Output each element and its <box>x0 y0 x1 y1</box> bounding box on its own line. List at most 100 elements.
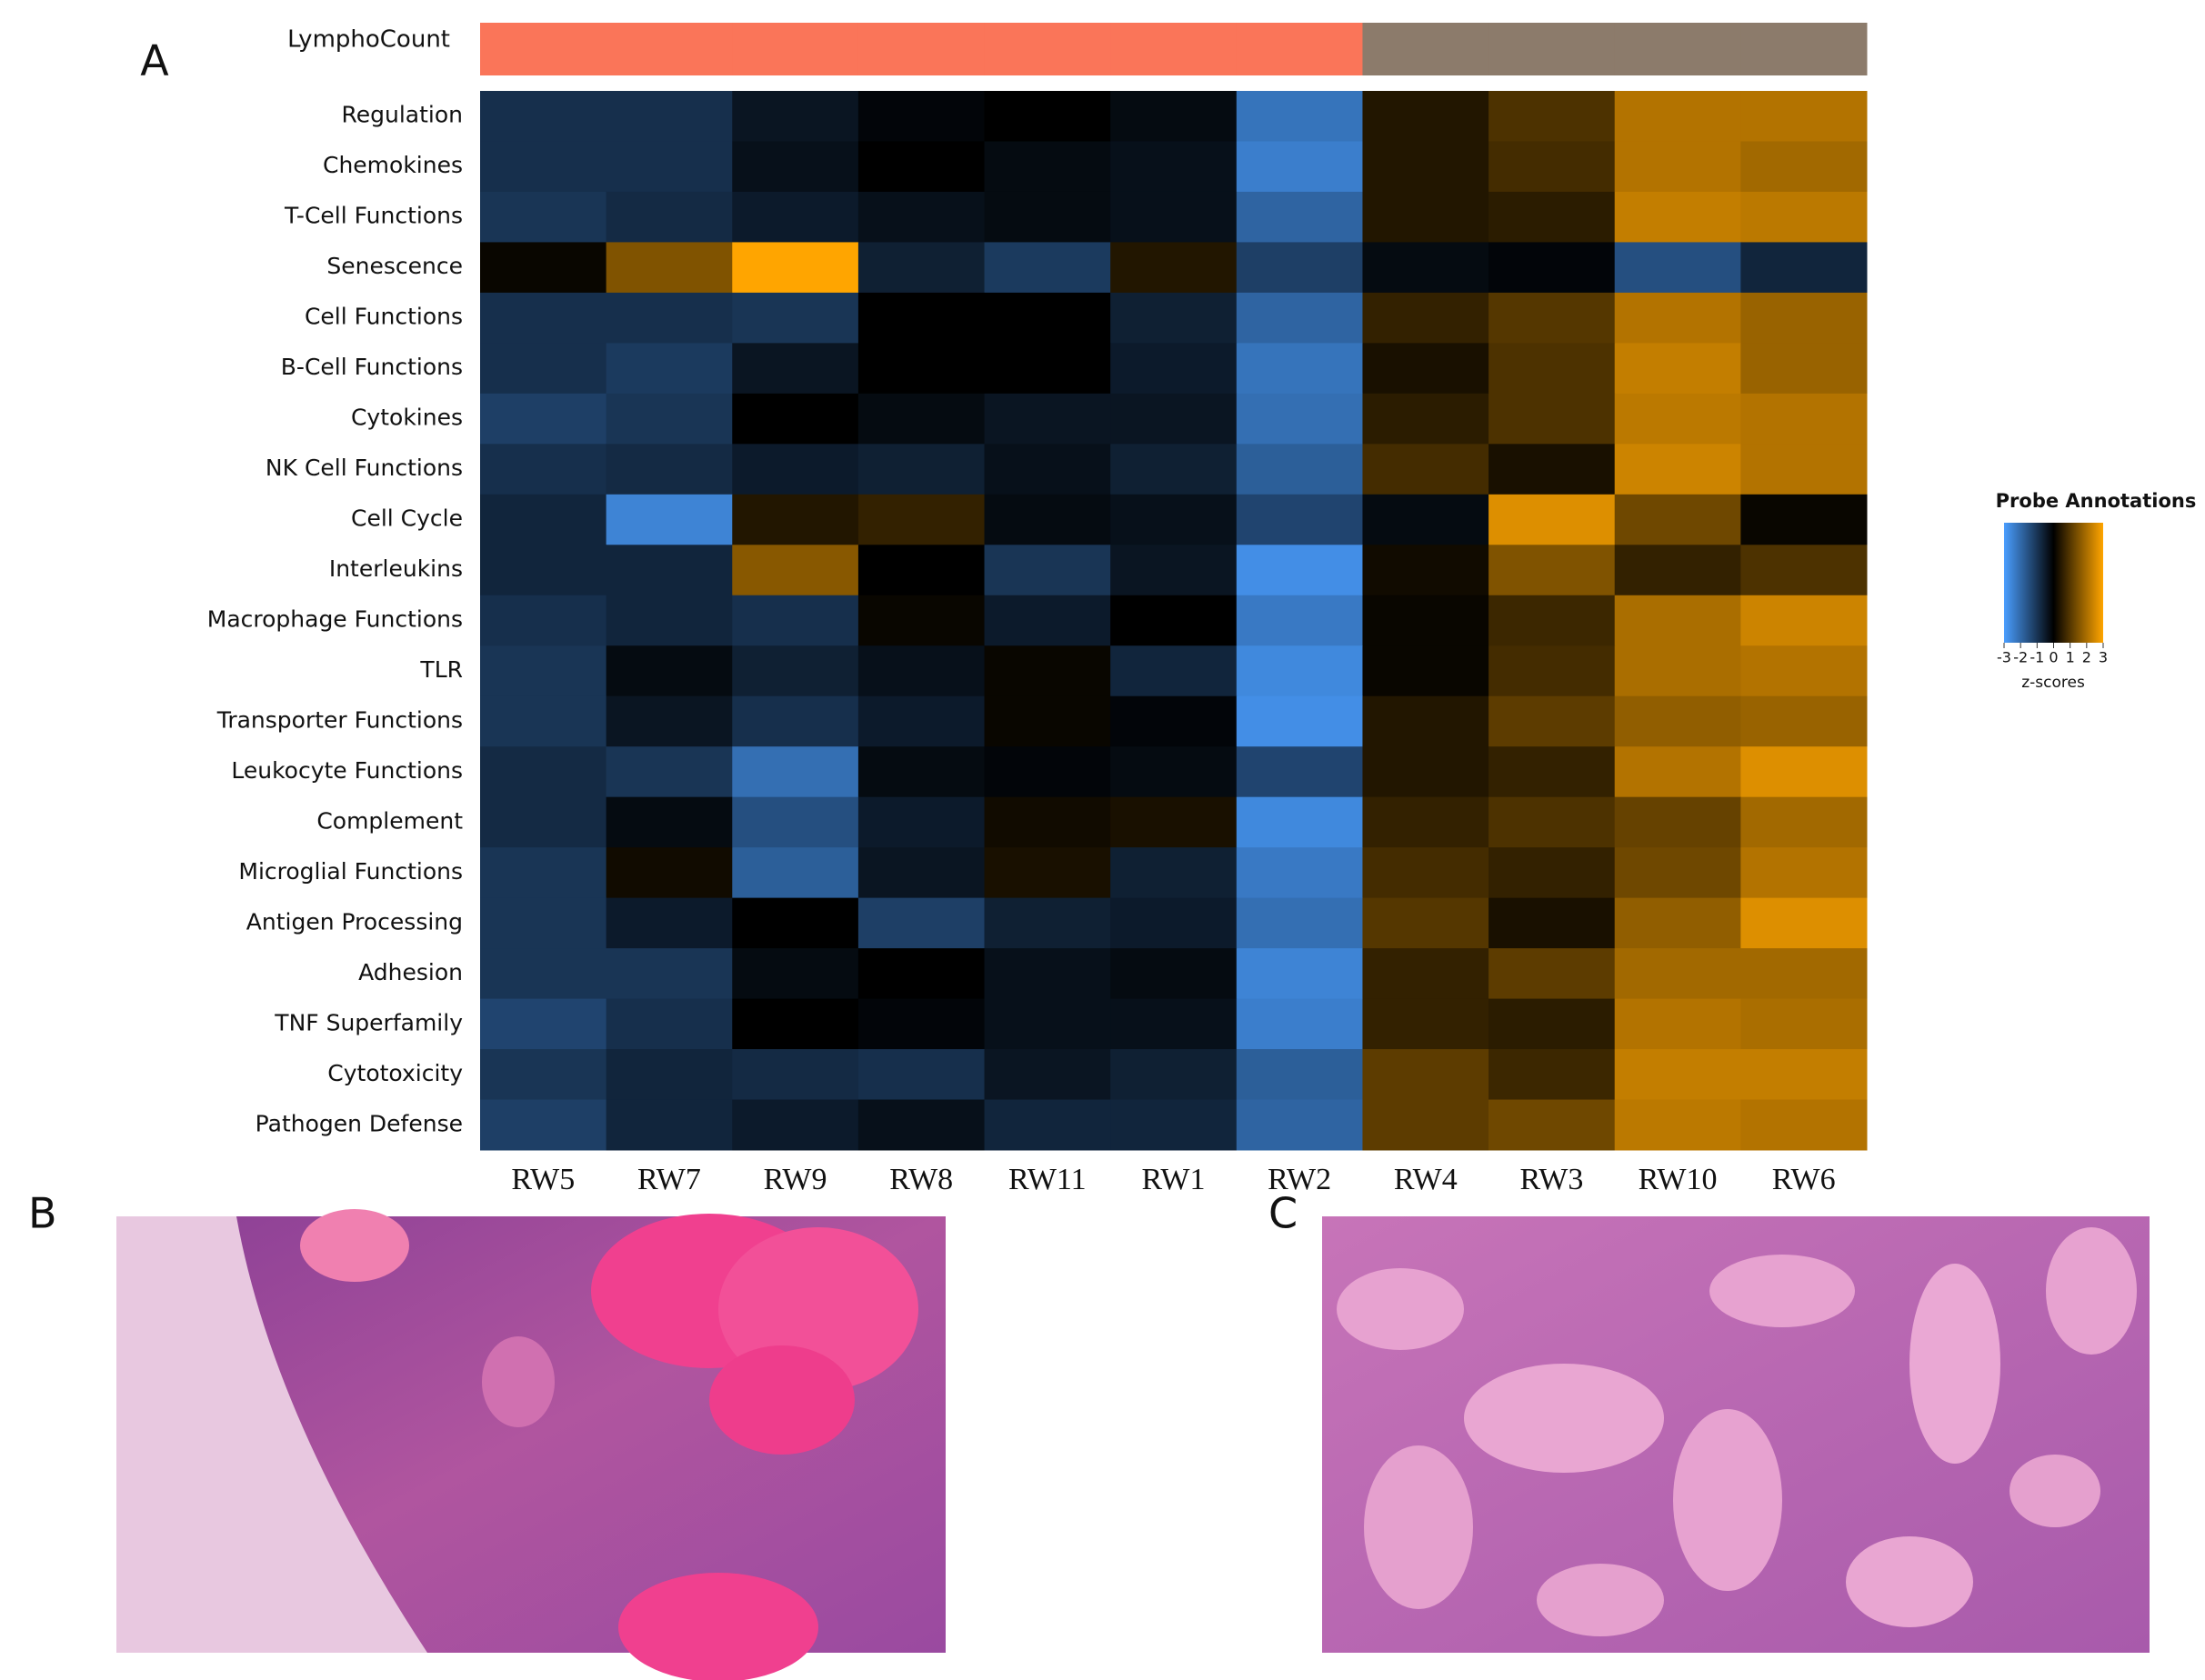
heatmap-cell <box>1362 91 1489 142</box>
row-label: TNF Superfamily <box>274 1009 463 1035</box>
row-label: Antigen Processing <box>246 908 463 935</box>
heatmap-cell <box>606 998 733 1050</box>
heatmap-cell <box>984 545 1111 596</box>
heatmap-cell <box>1362 847 1489 899</box>
heatmap-cell <box>1488 292 1616 344</box>
heatmap-cell <box>1362 1099 1489 1151</box>
heatmap-cell <box>1614 1099 1741 1151</box>
heatmap-cell <box>857 847 986 899</box>
heatmap-cell <box>984 1049 1111 1101</box>
colorbar-tick-label: 1 <box>2066 649 2075 666</box>
heatmap-cell <box>732 998 859 1050</box>
annotation-cell <box>1110 23 1238 75</box>
annotation-cell <box>732 23 859 75</box>
colorbar <box>2004 523 2103 643</box>
heatmap-cell <box>984 343 1111 395</box>
heatmap-cell <box>480 242 607 294</box>
heatmap-cell <box>1488 746 1616 798</box>
heatmap-cell <box>1362 242 1489 294</box>
heatmap-cell <box>857 1049 986 1101</box>
heatmap-cell <box>480 393 607 445</box>
heatmap-cell <box>480 141 607 193</box>
heatmap-cell <box>1236 242 1363 294</box>
row-label: Transporter Functions <box>216 706 463 733</box>
heatmap-cell <box>1110 1049 1238 1101</box>
heatmap-cell <box>1110 545 1238 596</box>
heatmap-cell <box>732 897 859 949</box>
row-label: Adhesion <box>358 959 463 985</box>
heatmap-cell <box>1740 695 1868 747</box>
heatmap-cell <box>1110 494 1238 545</box>
heatmap-cell <box>606 91 733 142</box>
heatmap-cell <box>480 595 607 646</box>
heatmap-cell <box>1236 393 1363 445</box>
heatmap-cell <box>1110 242 1238 294</box>
heatmap-cell <box>606 494 733 545</box>
heatmap-cell <box>1362 998 1489 1050</box>
heatmap-cell <box>1362 796 1489 848</box>
annotation-cell <box>1362 23 1489 75</box>
heatmap-cell <box>1362 897 1489 949</box>
heatmap-cell <box>1110 695 1238 747</box>
heatmap-cell <box>1110 1099 1238 1151</box>
heatmap-cell <box>732 242 859 294</box>
heatmap-cell <box>1362 444 1489 495</box>
heatmap-cell <box>1110 292 1238 344</box>
heatmap-cell <box>606 141 733 193</box>
heatmap-cell <box>984 1099 1111 1151</box>
heatmap-cell <box>480 545 607 596</box>
heatmap-cell <box>1614 595 1741 646</box>
heatmap-cell <box>732 796 859 848</box>
colorbar-title: Probe Annotations <box>1996 490 2197 512</box>
annotation-cell <box>857 23 986 75</box>
heatmap-cell <box>984 897 1111 949</box>
panel-label: B <box>28 1189 57 1238</box>
annotation-cell <box>1614 23 1741 75</box>
heatmap-cell <box>1110 91 1238 142</box>
heatmap-cell <box>1488 242 1616 294</box>
annotation-cell <box>1488 23 1616 75</box>
heatmap-cell <box>1614 695 1741 747</box>
heatmap-cell <box>1488 444 1616 495</box>
heatmap-cell <box>732 91 859 142</box>
annotation-cell <box>480 23 607 75</box>
heatmap-cell <box>1614 847 1741 899</box>
heatmap-cell <box>1362 343 1489 395</box>
column-label: RW7 <box>637 1163 701 1196</box>
heatmap-cell <box>1740 897 1868 949</box>
heatmap-cell <box>857 998 986 1050</box>
heatmap-cell <box>1362 695 1489 747</box>
heatmap-cell <box>857 91 986 142</box>
heatmap-cell <box>1614 191 1741 243</box>
heatmap-cell <box>1110 847 1238 899</box>
heatmap-cell <box>1110 343 1238 395</box>
heatmap-cell <box>606 393 733 445</box>
heatmap-cell <box>480 343 607 395</box>
heatmap-cell <box>606 897 733 949</box>
heatmap-cell <box>1110 595 1238 646</box>
heatmap-cell <box>1488 796 1616 848</box>
row-label: TLR <box>419 656 463 683</box>
heatmap-cell <box>1614 645 1741 697</box>
heatmap-cell <box>1110 444 1238 495</box>
heatmap-cell <box>480 1049 607 1101</box>
heatmap-cell <box>857 746 986 798</box>
heatmap-cell <box>1488 141 1616 193</box>
heatmap-cell <box>1614 1049 1741 1101</box>
heatmap-cell <box>1110 897 1238 949</box>
row-label: Cytotoxicity <box>327 1060 463 1086</box>
annotation-cell <box>606 23 733 75</box>
heatmap-cell <box>1362 494 1489 545</box>
row-label: T-Cell Functions <box>284 203 463 229</box>
heatmap-cell <box>857 1099 986 1151</box>
heatmap-cell <box>984 191 1111 243</box>
row-label: Pathogen Defense <box>256 1110 463 1136</box>
heatmap-cell <box>606 746 733 798</box>
heatmap-cell <box>606 645 733 697</box>
heatmap-cell <box>606 847 733 899</box>
heatmap-cell <box>606 595 733 646</box>
heatmap-cell <box>480 746 607 798</box>
heatmap-cell <box>1740 292 1868 344</box>
heatmap-cell <box>984 948 1111 1000</box>
heatmap-cell <box>1488 393 1616 445</box>
